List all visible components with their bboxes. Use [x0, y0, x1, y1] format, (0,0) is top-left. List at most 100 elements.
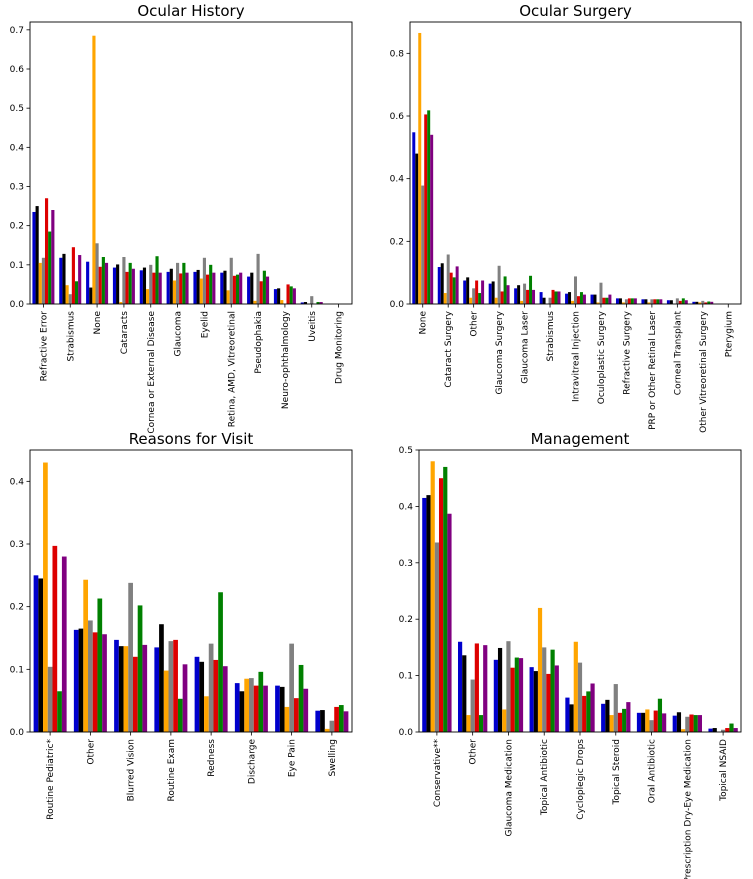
bar	[586, 691, 591, 732]
bar	[692, 301, 696, 304]
bar	[222, 666, 228, 732]
bar	[71, 247, 75, 304]
bar	[51, 210, 55, 304]
bar	[235, 274, 240, 304]
y-tick-label: 0.5	[10, 104, 24, 114]
bar	[52, 545, 58, 732]
bar	[128, 262, 132, 304]
x-tick-label: Refractive Error	[39, 311, 49, 382]
bar	[114, 639, 119, 732]
bar	[645, 709, 650, 732]
bar	[466, 715, 471, 732]
bar	[262, 270, 266, 304]
x-tick-label: Eye Pain	[288, 739, 298, 777]
x-tick-label: Prescription Dry-Eye Medication	[683, 739, 693, 879]
bar	[689, 714, 694, 732]
y-tick-label: 0.8	[390, 49, 405, 59]
bar	[300, 302, 304, 304]
bar	[697, 715, 703, 732]
chart-panel-0: Ocular History 0.0 0.1 0.2 0.3 0.4 0.5 0.6 0.7 Re…	[10, 2, 353, 434]
x-tick-label: Routine Exam	[167, 739, 177, 802]
x-tick-label: Other Vitreoretinal Surgery	[699, 310, 709, 433]
y-tick-label: 0.3	[10, 183, 24, 193]
x-tick-label: Corneal Transplant	[673, 311, 683, 396]
x-tick-label: Conservative**	[433, 739, 443, 808]
bar	[474, 643, 479, 732]
bar	[653, 710, 658, 732]
bar	[43, 462, 48, 732]
bar	[152, 272, 156, 304]
bar	[142, 267, 147, 304]
x-tick-label: Uveitis	[308, 311, 318, 342]
bar	[443, 466, 448, 732]
bar	[249, 678, 254, 732]
bar	[493, 659, 498, 732]
y-tick-label: 0.4	[399, 502, 414, 512]
bar	[546, 673, 551, 732]
bar	[418, 32, 422, 304]
bar	[650, 299, 654, 304]
x-tick-label: Cataract Surgery	[444, 310, 454, 387]
bar	[514, 288, 518, 304]
bar	[568, 292, 572, 304]
x-tick-label: Topical Antibiotic	[540, 739, 550, 816]
bar	[229, 257, 233, 304]
bar	[158, 272, 162, 304]
chart-title: Management	[531, 430, 630, 448]
bar	[273, 289, 278, 304]
bar	[729, 723, 734, 732]
bar	[92, 632, 98, 732]
y-tick-label: 0.1	[10, 665, 24, 675]
bar	[89, 287, 93, 304]
x-tick-label: Glaucoma Surgery	[495, 310, 505, 394]
bar	[678, 300, 682, 304]
bar	[488, 283, 492, 304]
bar	[182, 664, 188, 732]
y-tick-label: 0.2	[399, 615, 413, 625]
bar	[199, 661, 205, 732]
x-tick-label: Drug Monitoring	[335, 311, 345, 384]
bar	[653, 299, 657, 304]
bar	[205, 274, 210, 304]
bar	[582, 695, 587, 732]
bar	[579, 292, 583, 304]
bar	[213, 659, 219, 732]
bar	[599, 282, 603, 304]
bar	[118, 646, 124, 732]
axes-frame	[409, 21, 742, 305]
bar	[204, 696, 209, 732]
bar	[247, 276, 251, 304]
bar	[708, 728, 713, 732]
bar	[571, 300, 575, 304]
chart-title: Ocular Surgery	[519, 2, 632, 20]
y-tick-label: 0.3	[399, 559, 413, 569]
bar	[38, 262, 42, 304]
bar	[636, 712, 642, 732]
bar	[437, 267, 441, 304]
bar	[657, 698, 663, 732]
bar	[576, 296, 580, 304]
axes-frame	[418, 449, 742, 733]
bar	[517, 285, 521, 304]
bar	[193, 271, 197, 304]
bar	[554, 665, 559, 732]
bar	[537, 607, 543, 732]
bar	[122, 257, 126, 304]
bar	[116, 264, 120, 304]
x-tick-label: Neuro-ophthalmology	[281, 310, 291, 409]
bar	[514, 657, 519, 732]
y-tick-label: 0.1	[10, 261, 24, 271]
bar	[593, 294, 597, 304]
bar	[641, 712, 646, 732]
bar	[263, 685, 268, 732]
bar	[44, 198, 49, 304]
y-tick-label: 0.0	[10, 300, 25, 310]
bar	[244, 678, 250, 732]
chart-title: Reasons for Visit	[129, 430, 254, 448]
x-tick-label: Strabismus	[546, 311, 556, 362]
bar	[526, 289, 530, 304]
bar	[721, 729, 726, 732]
bar	[78, 628, 84, 732]
y-tick-label: 0.5	[399, 446, 413, 456]
bar	[666, 300, 670, 304]
